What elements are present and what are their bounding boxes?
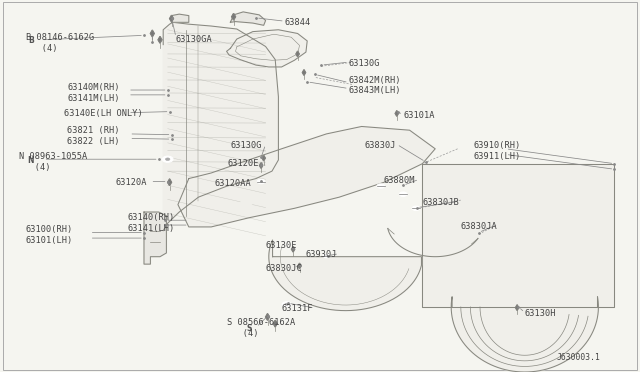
Polygon shape [292, 247, 295, 252]
Text: N: N [28, 156, 34, 165]
Ellipse shape [277, 168, 293, 182]
Polygon shape [302, 70, 306, 75]
Circle shape [285, 303, 289, 305]
Text: 63131F: 63131F [282, 304, 313, 313]
Text: 63910(RH)
63911(LH): 63910(RH) 63911(LH) [474, 141, 521, 161]
Polygon shape [230, 12, 266, 25]
Circle shape [20, 35, 41, 47]
Circle shape [163, 156, 173, 162]
Text: 63830JC: 63830JC [266, 264, 302, 273]
Text: N 08963-1055A
   (4): N 08963-1055A (4) [19, 152, 88, 172]
Polygon shape [262, 155, 265, 161]
Polygon shape [227, 30, 307, 67]
Polygon shape [298, 263, 301, 269]
Circle shape [399, 192, 407, 196]
Text: 63120E: 63120E [227, 159, 259, 168]
Text: 63930J: 63930J [306, 250, 337, 259]
Circle shape [377, 184, 385, 188]
Circle shape [282, 302, 291, 307]
Text: 63880M: 63880M [384, 176, 415, 185]
Text: 63130H: 63130H [525, 309, 556, 318]
Text: B: B [28, 36, 33, 45]
Polygon shape [170, 15, 173, 22]
Polygon shape [232, 13, 236, 20]
Circle shape [165, 158, 170, 161]
Text: B 08146-6162G
   (4): B 08146-6162G (4) [26, 33, 94, 53]
Polygon shape [451, 297, 598, 372]
Polygon shape [260, 163, 262, 168]
Text: 63120A: 63120A [115, 178, 147, 187]
Text: 63830JA: 63830JA [461, 222, 497, 231]
Text: 63842M(RH)
63843M(LH): 63842M(RH) 63843M(LH) [349, 76, 401, 96]
Text: 63100(RH)
63101(LH): 63100(RH) 63101(LH) [26, 225, 73, 245]
Polygon shape [150, 30, 154, 37]
Polygon shape [422, 164, 614, 307]
Polygon shape [158, 36, 162, 43]
Text: 63130G: 63130G [230, 141, 262, 150]
Text: 63830JB: 63830JB [422, 198, 459, 207]
Text: J630003.1: J630003.1 [557, 353, 601, 362]
Polygon shape [269, 240, 422, 311]
Polygon shape [273, 320, 277, 327]
Circle shape [20, 155, 41, 167]
Circle shape [412, 206, 420, 211]
Polygon shape [172, 14, 189, 22]
Text: 63821 (RH)
63822 (LH): 63821 (RH) 63822 (LH) [67, 126, 120, 146]
Text: 63101A: 63101A [403, 111, 435, 120]
Polygon shape [168, 179, 172, 186]
Text: 63140E(LH ONLY): 63140E(LH ONLY) [64, 109, 143, 118]
Text: 63120AA: 63120AA [214, 179, 251, 187]
Text: 63130GA: 63130GA [176, 35, 212, 44]
Circle shape [323, 254, 330, 258]
Circle shape [257, 179, 265, 184]
Polygon shape [163, 22, 278, 231]
Polygon shape [266, 314, 269, 320]
Text: 63844: 63844 [285, 18, 311, 27]
Polygon shape [144, 212, 166, 264]
Polygon shape [178, 126, 435, 227]
Text: 63830J: 63830J [365, 141, 396, 150]
Text: 63140(RH)
63141(LH): 63140(RH) 63141(LH) [128, 213, 175, 233]
Polygon shape [296, 51, 300, 57]
Text: S 08566-6162A
   (4): S 08566-6162A (4) [227, 318, 296, 338]
Text: 63130G: 63130G [349, 59, 380, 68]
Circle shape [241, 323, 259, 333]
Polygon shape [516, 305, 519, 310]
Polygon shape [396, 111, 398, 116]
Text: 63140M(RH)
63141M(LH): 63140M(RH) 63141M(LH) [67, 83, 120, 103]
Text: 63130E: 63130E [266, 241, 297, 250]
Text: S: S [247, 324, 252, 333]
Ellipse shape [241, 198, 252, 208]
